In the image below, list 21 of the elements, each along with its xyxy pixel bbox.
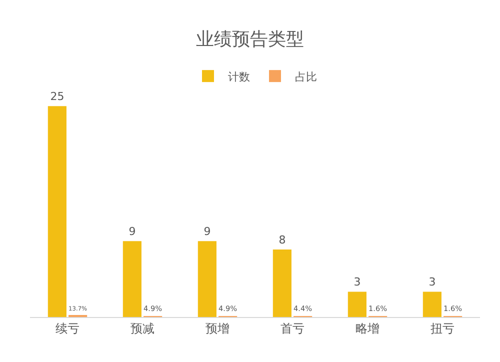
x-tick-label: 首亏: [280, 321, 304, 336]
legend-label: 占比: [295, 70, 317, 84]
data-label: 9: [128, 225, 136, 238]
bar: [348, 292, 366, 317]
data-label: 3: [428, 276, 436, 289]
bar: [48, 106, 66, 317]
x-tick-label: 扭亏: [430, 321, 454, 336]
x-tick-label: 预减: [130, 321, 154, 336]
x-tick-label: 预增: [206, 321, 230, 336]
bar: [198, 241, 216, 317]
x-tick-label: 续亏: [56, 321, 80, 336]
data-label: 25: [50, 90, 64, 104]
x-tick-label: 略增: [356, 321, 380, 336]
data-label: 3: [354, 276, 361, 289]
chart-title: 业绩预告类型: [196, 29, 304, 50]
legend-label: 计数: [228, 70, 250, 84]
bar: [422, 292, 442, 317]
bar: [272, 250, 292, 317]
data-label: 9: [204, 225, 211, 238]
bar: [122, 241, 142, 317]
data-label: 8: [278, 234, 286, 247]
